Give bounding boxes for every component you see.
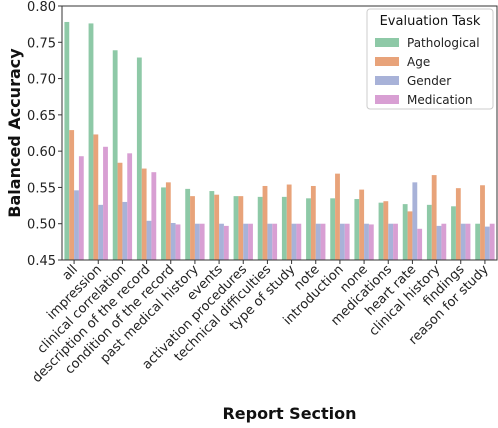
legend-label: Age	[407, 55, 430, 69]
y-tick-label: 0.70	[27, 73, 56, 88]
x-axis-title: Report Section	[222, 404, 356, 423]
bar	[407, 211, 413, 260]
bar	[161, 187, 166, 260]
bar	[219, 223, 224, 260]
bar	[393, 223, 398, 260]
bar	[185, 188, 191, 260]
bar	[194, 223, 200, 260]
bar	[344, 223, 350, 260]
bar	[465, 223, 471, 260]
bar	[335, 173, 340, 260]
legend-swatch	[375, 95, 399, 104]
bar	[122, 201, 128, 260]
y-tick-label: 0.75	[27, 36, 56, 51]
bar	[354, 199, 360, 260]
legend-title: Evaluation Task	[380, 14, 481, 29]
bar	[233, 196, 239, 260]
bar	[402, 204, 408, 260]
bar	[286, 184, 292, 260]
bar	[141, 168, 147, 260]
bar	[417, 228, 423, 260]
bar	[165, 182, 171, 260]
bar	[98, 204, 104, 260]
bar	[484, 226, 490, 260]
bar	[455, 188, 461, 260]
bar	[306, 198, 311, 260]
bar	[78, 156, 84, 260]
bar	[489, 223, 495, 260]
bar	[175, 224, 181, 260]
bar	[209, 191, 215, 260]
y-tick-label: 0.80	[27, 0, 56, 15]
y-tick-label: 0.45	[27, 254, 56, 269]
bar	[112, 50, 118, 260]
legend-swatch	[375, 38, 399, 47]
bar	[359, 189, 365, 260]
bar	[64, 21, 70, 260]
bar	[339, 223, 345, 260]
bar	[199, 223, 205, 260]
bar	[431, 175, 437, 260]
legend-swatch	[375, 76, 399, 85]
legend-label: Pathological	[407, 36, 480, 50]
bar	[281, 196, 287, 260]
bar	[315, 223, 321, 260]
bar	[480, 185, 485, 260]
bar	[170, 222, 176, 260]
bar	[88, 23, 94, 260]
bar	[117, 162, 123, 260]
y-tick-label: 0.65	[27, 109, 56, 124]
bar	[151, 172, 157, 260]
bar	[223, 225, 229, 260]
legend-label: Gender	[407, 74, 451, 88]
y-tick-label: 0.50	[27, 218, 56, 233]
legend-label: Medication	[407, 93, 473, 107]
bar	[378, 202, 384, 260]
bar	[441, 223, 447, 260]
bar	[451, 206, 456, 260]
bar	[383, 201, 389, 260]
bar	[262, 185, 268, 260]
bar	[127, 153, 133, 260]
bar	[296, 223, 302, 260]
bar	[243, 223, 249, 260]
bar	[257, 196, 263, 260]
bar	[475, 223, 481, 260]
bar	[146, 220, 152, 260]
bar	[267, 223, 273, 260]
bar	[74, 190, 79, 260]
bar	[426, 204, 432, 260]
bar	[103, 146, 108, 260]
bar	[291, 223, 297, 260]
bar	[69, 130, 75, 260]
bar	[248, 223, 253, 260]
bar	[460, 223, 466, 260]
bar	[388, 223, 394, 260]
y-axis-title: Balanced Accuracy	[5, 48, 24, 218]
legend: Evaluation Task Pathological Age Gender Med…	[366, 8, 494, 110]
bar	[272, 223, 278, 260]
bar	[238, 196, 244, 260]
legend-swatch	[375, 57, 399, 66]
bar	[214, 194, 220, 260]
bar	[320, 223, 326, 260]
y-tick-label: 0.55	[27, 181, 56, 196]
bars-layer	[64, 21, 495, 261]
bar	[368, 224, 374, 260]
bar	[310, 185, 316, 260]
bar	[136, 57, 142, 261]
bar	[93, 134, 99, 260]
y-axis: 0.45 0.50 0.55 0.60 0.65 0.70 0.75 0.80	[27, 0, 62, 269]
bar	[436, 225, 442, 260]
bar	[190, 196, 195, 260]
plot-frame	[61, 5, 498, 261]
legend-items: Pathological Age Gender Medication	[375, 36, 480, 107]
bar	[364, 223, 369, 260]
bar	[330, 198, 336, 260]
bar	[412, 182, 418, 260]
y-tick-label: 0.60	[27, 145, 56, 160]
